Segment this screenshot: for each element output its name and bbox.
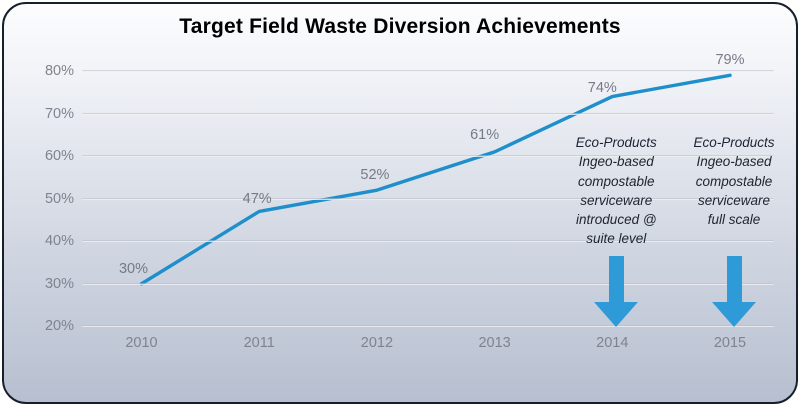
annotation-2014: Eco-Products Ingeo-based compostable servic…: [576, 133, 657, 249]
down-arrow-icon-2014: [594, 256, 639, 327]
gridline-70%: [82, 112, 774, 115]
y-axis-tick-40%: 40%: [44, 233, 74, 250]
data-label-2011: 47%: [242, 191, 272, 208]
data-label-2013: 61%: [470, 126, 500, 143]
plot-area: 80% 70% 60% 50% 40% 30% 20% 2010 2011 2012 2013 201…: [4, 4, 796, 402]
x-axis-tick-2014: 2014: [596, 335, 629, 351]
gridline-40%: [82, 240, 774, 243]
down-arrow-head: [712, 302, 756, 327]
annotation-2015: Eco-Products Ingeo-based compostable servic…: [693, 133, 774, 229]
chart-title: Target Field Waste Diversion Achievement…: [179, 15, 621, 38]
gridline-60%: [82, 155, 774, 158]
annotation-2015-line-2: Ingeo-based: [696, 154, 772, 170]
y-axis-tick-50%: 50%: [44, 190, 74, 207]
y-axis-tick-20%: 20%: [44, 318, 74, 335]
y-axis-tick-70%: 70%: [44, 105, 74, 122]
gridline-50%: [82, 197, 774, 200]
annotation-2015-line-5: full scale: [707, 212, 761, 228]
annotation-2015-line-4: serviceware: [697, 192, 771, 208]
gridline-30%: [82, 282, 774, 285]
gridline-80%: [82, 70, 774, 73]
waste-diversion-line: [139, 73, 732, 286]
down-arrow-stem: [726, 256, 742, 302]
trend-line: [139, 73, 732, 286]
data-label-2012: 52%: [360, 167, 390, 184]
annotation-2014-line-5: introduced @: [576, 212, 657, 228]
annotation-2014-line-4: serviceware: [580, 192, 653, 208]
annotation-2014-line-1: Eco-Products: [575, 135, 657, 150]
annotation-2015-line-3: compostable: [695, 173, 773, 189]
down-arrow-stem: [608, 256, 624, 302]
x-axis-tick-2013: 2013: [478, 335, 511, 351]
down-arrow-head: [594, 302, 639, 327]
data-label-2014: 74%: [587, 79, 617, 96]
y-axis-tick-30%: 30%: [44, 275, 74, 292]
gridline-20%: [82, 325, 774, 328]
annotation-2014-line-6: suite level: [586, 231, 647, 247]
annotation-2015-line-1: Eco-Products: [693, 135, 775, 150]
data-label-2010: 30%: [118, 260, 149, 277]
y-axis-tick-60%: 60%: [44, 148, 74, 165]
annotation-2014-line-2: Ingeo-based: [578, 154, 654, 170]
x-axis-tick-2010: 2010: [125, 335, 158, 351]
x-axis-tick-2012: 2012: [360, 335, 394, 351]
y-axis-tick-80%: 80%: [44, 63, 74, 80]
annotation-2014-line-3: compostable: [578, 173, 655, 189]
data-label-2015: 79%: [715, 52, 745, 69]
down-arrow-icon-2015: [712, 256, 756, 327]
x-axis-tick-2011: 2011: [243, 335, 275, 351]
x-axis-tick-2015: 2015: [713, 335, 747, 351]
chart-card: Target Field Waste Diversion Achievement…: [2, 2, 798, 404]
